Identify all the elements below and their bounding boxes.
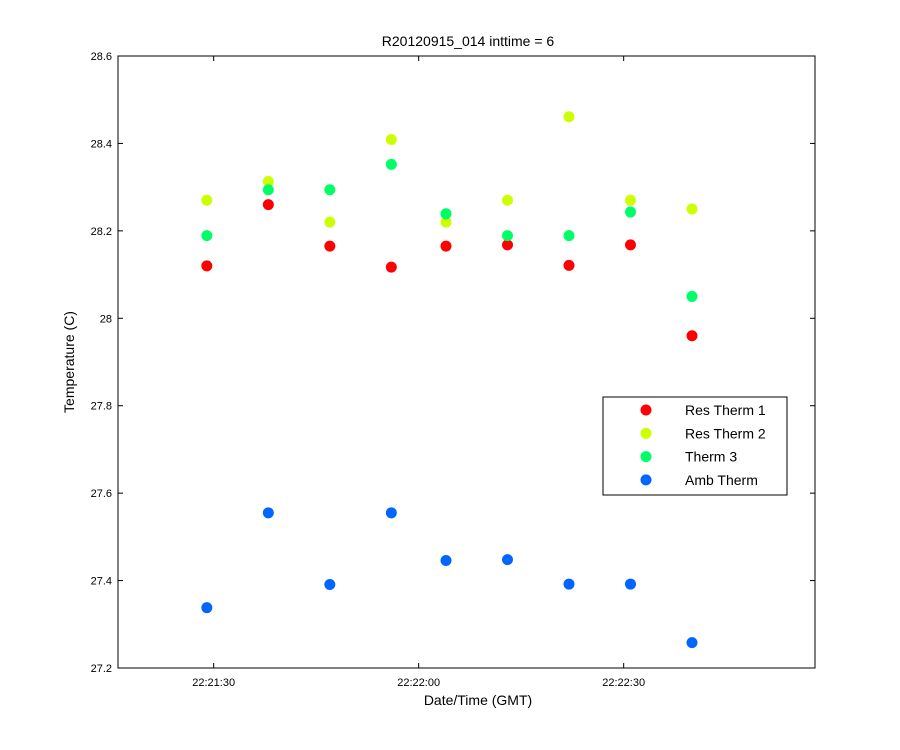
- y-tick-label: 27.6: [91, 488, 112, 500]
- legend-marker: [640, 404, 652, 416]
- x-tick-label: 22:21:30: [192, 677, 235, 689]
- data-point: [385, 158, 397, 170]
- data-point: [686, 203, 698, 215]
- legend-marker: [640, 474, 652, 486]
- y-tick-label: 28.6: [91, 51, 112, 63]
- data-point: [262, 507, 274, 519]
- data-point: [686, 330, 698, 342]
- data-point: [201, 230, 213, 242]
- y-tick-label: 27.8: [91, 401, 112, 413]
- series-res-therm-2: [201, 111, 698, 228]
- series-therm-3: [201, 158, 698, 302]
- data-point: [324, 184, 336, 196]
- data-point: [625, 239, 636, 251]
- data-point: [262, 184, 274, 196]
- data-point: [563, 230, 575, 242]
- data-point: [625, 206, 636, 218]
- legend-marker: [640, 427, 652, 439]
- y-tick-label: 28.2: [91, 226, 112, 238]
- data-point: [440, 554, 452, 566]
- data-point: [625, 194, 636, 206]
- y-axis-label: Temperature (C): [61, 311, 77, 413]
- data-point: [324, 579, 336, 591]
- legend-label: Amb Therm: [685, 472, 758, 488]
- x-tick-label: 22:22:00: [397, 677, 440, 689]
- legend-label: Therm 3: [685, 449, 737, 465]
- data-point: [563, 111, 575, 123]
- legend-marker: [640, 451, 652, 463]
- data-point: [686, 290, 698, 302]
- y-tick-label: 28.4: [91, 138, 112, 150]
- data-point: [385, 133, 397, 145]
- y-tick-label: 27.2: [91, 663, 112, 675]
- legend-label: Res Therm 2: [685, 425, 766, 441]
- data-point: [324, 216, 336, 228]
- y-tick-label: 27.4: [91, 576, 112, 588]
- y-tick-label: 28: [100, 313, 112, 325]
- legend: Res Therm 1 Res Therm 2 Therm 3 Amb Therm: [602, 396, 788, 496]
- data-point: [385, 507, 397, 519]
- data-point: [440, 216, 452, 228]
- chart-title: R20120915_014 inttime = 6: [382, 33, 555, 49]
- data-point: [563, 578, 575, 590]
- legend-box: [602, 396, 788, 496]
- data-point: [502, 239, 513, 251]
- data-point: [502, 554, 513, 566]
- data-point: [686, 637, 698, 649]
- data-point: [563, 259, 575, 271]
- data-point: [201, 260, 213, 272]
- data-points: [201, 111, 698, 649]
- data-point: [502, 230, 513, 242]
- data-point: [201, 602, 213, 614]
- data-point: [385, 261, 397, 273]
- data-point: [262, 175, 274, 187]
- data-point: [440, 208, 452, 220]
- series-amb-therm: [201, 507, 698, 649]
- data-point: [502, 194, 513, 206]
- data-point: [324, 240, 336, 252]
- data-point: [625, 578, 636, 590]
- data-point: [262, 199, 274, 211]
- series-res-therm-1: [201, 199, 698, 342]
- legend-label: Res Therm 1: [685, 402, 766, 418]
- data-point: [440, 240, 452, 252]
- x-tick-label: 22:22:30: [602, 677, 645, 689]
- x-axis-label: Date/Time (GMT): [424, 692, 532, 708]
- plot-area: [117, 55, 816, 669]
- axis-ticks: 27.2 27.4 27.6 27.8 28 28.2 28.4 28.6 22:21:30 22…: [91, 51, 815, 689]
- data-point: [201, 194, 213, 206]
